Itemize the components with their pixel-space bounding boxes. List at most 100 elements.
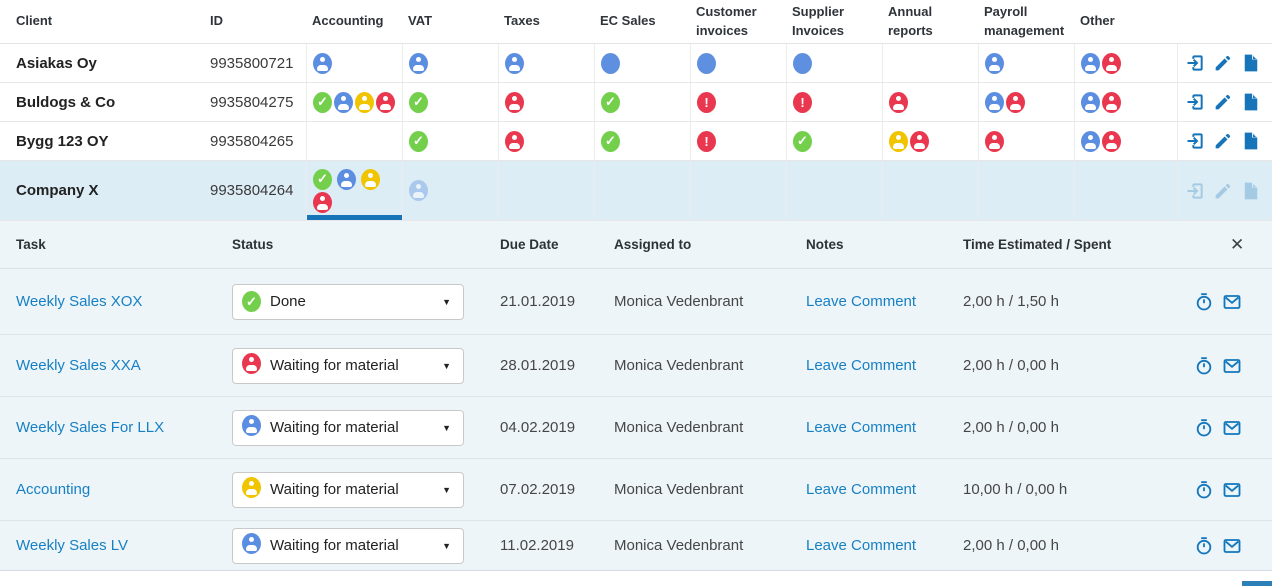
leave-comment-link[interactable]: Leave Comment	[806, 419, 916, 436]
cell-taxes[interactable]	[498, 122, 594, 160]
user-red-icon[interactable]	[505, 92, 524, 113]
cell-taxes[interactable]	[498, 83, 594, 121]
status-select[interactable]: Waiting for material ▼	[232, 472, 464, 508]
cell-customer-invoices[interactable]	[690, 122, 786, 160]
user-yellow-icon[interactable]	[889, 131, 908, 152]
user-red-icon[interactable]	[1102, 131, 1121, 152]
cell-accounting[interactable]	[306, 122, 402, 160]
client-name[interactable]: Company X	[0, 161, 194, 220]
cell-accounting[interactable]	[306, 44, 402, 82]
user-yellow-icon[interactable]	[355, 92, 374, 113]
user-blue-icon[interactable]	[337, 169, 356, 190]
user-blue-icon[interactable]	[1081, 131, 1100, 152]
check-green-icon[interactable]	[601, 131, 620, 152]
cell-payroll-management[interactable]	[978, 161, 1074, 220]
cell-other[interactable]	[1074, 44, 1177, 82]
user-blue-icon[interactable]	[1081, 92, 1100, 113]
check-green-icon[interactable]	[601, 92, 620, 113]
client-row[interactable]: Bygg 123 OY 9935804265	[0, 122, 1272, 161]
user-blue-icon[interactable]	[505, 53, 524, 74]
cell-annual-reports[interactable]	[882, 122, 978, 160]
user-red-icon[interactable]	[1102, 92, 1121, 113]
task-link[interactable]: Weekly Sales XXA	[16, 357, 141, 374]
user-red-icon[interactable]	[376, 92, 395, 113]
cell-payroll-management[interactable]	[978, 122, 1074, 160]
dot-blue-icon[interactable]	[793, 53, 812, 74]
check-green-icon[interactable]	[409, 92, 428, 113]
cell-supplier-invoices[interactable]	[786, 44, 882, 82]
user-blue-icon[interactable]	[409, 53, 428, 74]
cell-annual-reports[interactable]	[882, 83, 978, 121]
cell-accounting[interactable]	[306, 83, 402, 121]
client-name[interactable]: Buldogs & Co	[0, 83, 194, 121]
task-link[interactable]: Weekly Sales For LLX	[16, 419, 164, 436]
cell-supplier-invoices[interactable]	[786, 83, 882, 121]
cell-vat[interactable]	[402, 161, 498, 220]
cell-ec-sales[interactable]	[594, 44, 690, 82]
cell-annual-reports[interactable]	[882, 44, 978, 82]
cell-customer-invoices[interactable]	[690, 161, 786, 220]
cell-customer-invoices[interactable]	[690, 44, 786, 82]
user-red-icon[interactable]	[910, 131, 929, 152]
open-client-icon[interactable]	[1185, 53, 1205, 73]
user-red-icon[interactable]	[505, 131, 524, 152]
user-yellow-icon[interactable]	[361, 169, 380, 190]
cell-taxes[interactable]	[498, 44, 594, 82]
cell-annual-reports[interactable]	[882, 161, 978, 220]
leave-comment-link[interactable]: Leave Comment	[806, 293, 916, 310]
check-green-icon[interactable]	[409, 131, 428, 152]
client-row-selected[interactable]: Company X 9935804264	[0, 161, 1272, 221]
timer-icon[interactable]	[1194, 418, 1214, 438]
edit-client-icon[interactable]	[1213, 131, 1233, 151]
edit-client-icon[interactable]	[1213, 53, 1233, 73]
cell-payroll-management[interactable]	[978, 83, 1074, 121]
user-red-icon[interactable]	[985, 131, 1004, 152]
client-row[interactable]: Asiakas Oy 9935800721	[0, 44, 1272, 83]
alert-red-icon[interactable]	[697, 92, 716, 113]
cell-other[interactable]	[1074, 122, 1177, 160]
check-green-icon[interactable]	[793, 131, 812, 152]
user-red-icon[interactable]	[1006, 92, 1025, 113]
user-blue-icon[interactable]	[985, 92, 1004, 113]
cell-payroll-management[interactable]	[978, 44, 1074, 82]
edit-client-icon[interactable]	[1213, 92, 1233, 112]
cell-ec-sales[interactable]	[594, 83, 690, 121]
cell-supplier-invoices[interactable]	[786, 122, 882, 160]
leave-comment-link[interactable]: Leave Comment	[806, 481, 916, 498]
timer-icon[interactable]	[1194, 292, 1214, 312]
timer-icon[interactable]	[1194, 480, 1214, 500]
email-icon[interactable]	[1222, 480, 1242, 500]
task-link[interactable]: Weekly Sales XOX	[16, 293, 142, 310]
user-blue-icon[interactable]	[334, 92, 353, 113]
status-select[interactable]: Waiting for material ▼	[232, 348, 464, 384]
cell-other[interactable]	[1074, 161, 1177, 220]
client-name[interactable]: Asiakas Oy	[0, 44, 194, 82]
user-red-icon[interactable]	[313, 192, 332, 213]
task-link[interactable]: Weekly Sales LV	[16, 537, 128, 554]
email-icon[interactable]	[1222, 356, 1242, 376]
check-green-icon[interactable]	[313, 92, 332, 113]
timer-icon[interactable]	[1194, 536, 1214, 556]
leave-comment-link[interactable]: Leave Comment	[806, 537, 916, 554]
cell-customer-invoices[interactable]	[690, 83, 786, 121]
alert-red-icon[interactable]	[793, 92, 812, 113]
user-red-icon[interactable]	[1102, 53, 1121, 74]
user-red-icon[interactable]	[889, 92, 908, 113]
cell-ec-sales[interactable]	[594, 122, 690, 160]
client-name[interactable]: Bygg 123 OY	[0, 122, 194, 160]
cell-vat[interactable]	[402, 122, 498, 160]
check-green-icon[interactable]	[313, 169, 332, 190]
open-client-icon[interactable]	[1185, 131, 1205, 151]
timer-icon[interactable]	[1194, 356, 1214, 376]
document-client-icon[interactable]	[1241, 131, 1261, 151]
cell-vat[interactable]	[402, 83, 498, 121]
cell-other[interactable]	[1074, 83, 1177, 121]
status-select[interactable]: Waiting for material ▼	[232, 410, 464, 446]
open-client-icon[interactable]	[1185, 92, 1205, 112]
client-row[interactable]: Buldogs & Co 9935804275	[0, 83, 1272, 122]
task-link[interactable]: Accounting	[16, 481, 90, 498]
close-panel-button[interactable]: ✕	[1226, 233, 1248, 257]
status-select[interactable]: Waiting for material ▼	[232, 528, 464, 564]
cell-ec-sales[interactable]	[594, 161, 690, 220]
alert-red-icon[interactable]	[697, 131, 716, 152]
